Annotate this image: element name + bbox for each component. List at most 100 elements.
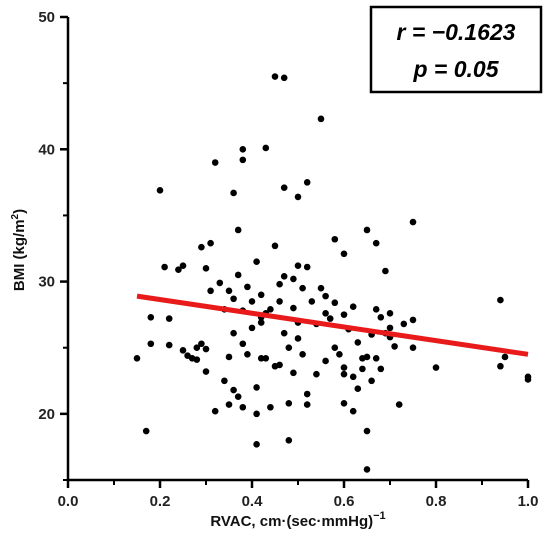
scatter-point bbox=[244, 351, 251, 358]
scatter-point bbox=[198, 243, 205, 251]
scatter-point bbox=[207, 287, 214, 295]
scatter-point bbox=[239, 340, 247, 348]
scatter-point bbox=[331, 235, 339, 243]
scatter-point bbox=[377, 313, 385, 321]
scatter-point bbox=[193, 356, 201, 363]
scatter-point bbox=[267, 403, 274, 411]
scatter-point bbox=[290, 304, 297, 312]
scatter-point bbox=[262, 144, 270, 152]
p-value-text: p = 0.05 bbox=[412, 56, 499, 82]
scatter-point bbox=[340, 399, 348, 407]
scatter-point bbox=[253, 440, 260, 448]
scatter-point bbox=[299, 284, 306, 292]
scatter-point bbox=[147, 340, 155, 348]
y-tick-label: 30 bbox=[38, 274, 55, 291]
scatter-point bbox=[299, 351, 306, 358]
plot-layer bbox=[133, 73, 532, 473]
scatter-point bbox=[271, 73, 279, 80]
scatter-point bbox=[253, 258, 260, 266]
axes: 0.0 0.2 0.4 0.6 0.8 1.0 20 30 40 50 bbox=[38, 9, 538, 510]
scatter-point bbox=[221, 377, 228, 385]
scatter-point bbox=[322, 310, 329, 317]
scatter-point bbox=[322, 292, 329, 300]
scatter-point bbox=[372, 354, 380, 362]
scatter-point bbox=[308, 298, 316, 305]
scatter-point bbox=[317, 115, 325, 123]
scatter-point bbox=[363, 466, 371, 473]
scatter-point bbox=[386, 310, 394, 317]
scatter-point bbox=[248, 298, 256, 305]
scatter-point bbox=[294, 335, 302, 342]
scatter-point bbox=[234, 226, 242, 234]
scatter-point bbox=[202, 345, 210, 353]
scatter-point bbox=[285, 399, 293, 407]
scatter-point bbox=[280, 184, 288, 191]
scatter-point bbox=[372, 239, 380, 247]
scatter-point bbox=[303, 390, 311, 398]
scatter-point bbox=[363, 353, 371, 361]
scatter-point bbox=[234, 393, 242, 400]
scatter-point bbox=[142, 427, 150, 435]
y-ticks: 20 30 40 50 bbox=[38, 9, 68, 481]
scatter-point bbox=[253, 384, 260, 391]
scatter-point bbox=[354, 385, 362, 393]
scatter-point bbox=[322, 357, 329, 365]
scatter-point bbox=[349, 303, 357, 311]
x-axis-title-superscript: −1 bbox=[373, 510, 386, 522]
scatter-point bbox=[326, 315, 334, 322]
scatter-point bbox=[331, 344, 339, 352]
scatter-point bbox=[239, 156, 247, 164]
scatter-point bbox=[290, 369, 297, 377]
scatter-point bbox=[276, 361, 283, 369]
scatter-point bbox=[432, 364, 440, 371]
scatter-point bbox=[193, 344, 201, 352]
x-tick-label: 0.8 bbox=[426, 493, 447, 510]
scatter-point bbox=[524, 373, 532, 381]
scatter-point bbox=[147, 313, 155, 321]
scatter-point bbox=[257, 319, 265, 326]
scatter-point bbox=[395, 401, 403, 408]
scatter-point bbox=[276, 298, 283, 305]
scatter-point bbox=[285, 437, 293, 444]
scatter-point bbox=[165, 341, 173, 349]
stats-annotation: r = −0.1623 p = 0.05 bbox=[369, 5, 543, 94]
scatter-point bbox=[290, 275, 297, 283]
scatter-point bbox=[239, 403, 247, 411]
scatter-point bbox=[257, 291, 265, 299]
scatter-point bbox=[202, 368, 210, 375]
scatter-point bbox=[349, 407, 357, 415]
scatter-point bbox=[230, 189, 237, 197]
scatter-point bbox=[211, 407, 219, 415]
scatter-point bbox=[303, 401, 311, 408]
scatter-point bbox=[409, 316, 417, 324]
scatter-point bbox=[313, 370, 320, 378]
scatter-point bbox=[234, 271, 242, 279]
scatter-point bbox=[198, 340, 205, 348]
scatter-point bbox=[354, 339, 362, 346]
scatter-point bbox=[331, 299, 339, 307]
x-tick-label: 1.0 bbox=[518, 493, 539, 510]
scatter-point bbox=[409, 218, 417, 226]
scatter-point bbox=[340, 364, 348, 371]
scatter-point bbox=[202, 265, 210, 272]
scatter-point bbox=[271, 242, 279, 250]
y-axis-title: BMI (kg/m2) bbox=[10, 209, 28, 291]
scatter-point bbox=[391, 343, 398, 350]
scatter-point bbox=[317, 284, 325, 292]
scatter-point bbox=[340, 311, 348, 318]
scatter-point bbox=[501, 353, 509, 361]
scatter-point bbox=[179, 262, 187, 269]
scatter-point bbox=[133, 354, 141, 362]
scatter-point bbox=[179, 347, 187, 354]
scatter-point bbox=[368, 377, 375, 385]
y-tick-label: 50 bbox=[38, 9, 55, 26]
scatter-point bbox=[386, 324, 394, 332]
scatter-point bbox=[276, 280, 283, 288]
x-axis-title: RVAC, cm·(sec·mmHg)−1 bbox=[210, 510, 385, 530]
y-axis-title-superscript: 2 bbox=[10, 213, 21, 219]
y-tick-label: 20 bbox=[38, 406, 55, 423]
x-tick-label: 0.0 bbox=[58, 493, 79, 510]
scatter-point bbox=[175, 266, 182, 273]
correlation-r-text: r = −0.1623 bbox=[397, 19, 516, 45]
regression-line bbox=[136, 293, 529, 357]
